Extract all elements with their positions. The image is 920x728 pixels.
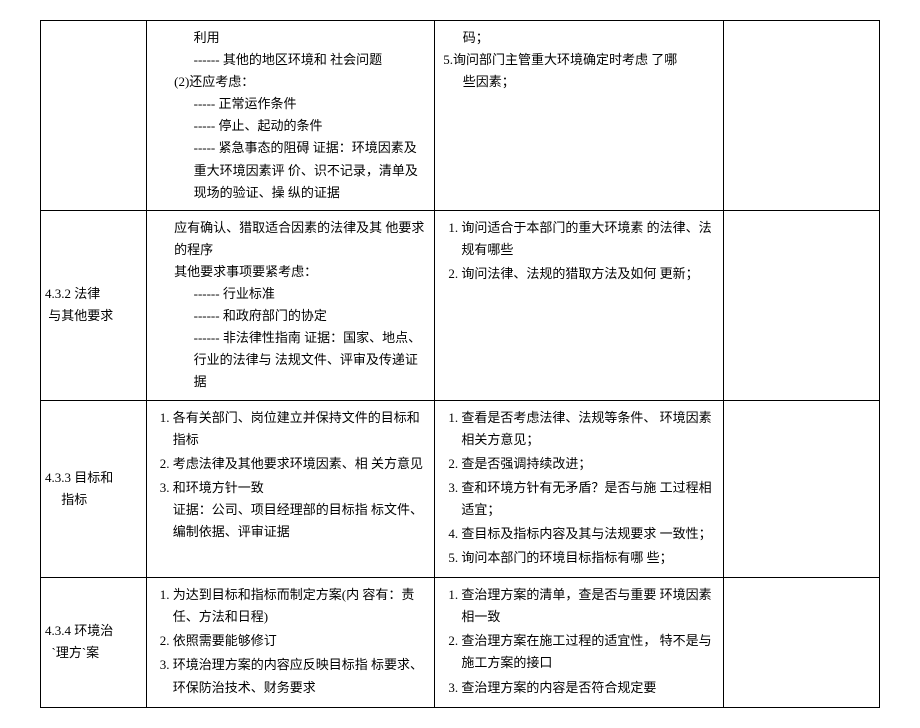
cell-note bbox=[723, 21, 879, 211]
cell-note bbox=[723, 400, 879, 578]
cell-check: 查看是否考虑法律、法规等条件、 环境因素相关方意见；查是否强调持续改进；查和环境… bbox=[435, 400, 724, 578]
table-row: 4.3.3 目标和 指标 各有关部门、岗位建立并保持文件的目标和指标考虑法律及其… bbox=[41, 400, 880, 578]
table-row: 4.3.2 法律 与其他要求 应有确认、猎取适合因素的法律及其 他要求的程序其他… bbox=[41, 210, 880, 400]
cell-content: 各有关部门、岗位建立并保持文件的目标和指标考虑法律及其他要求环境因素、相 关方意… bbox=[146, 400, 435, 578]
cell-check: 查治理方案的清单，查是否与重要 环境因素相一致查治理方案在施工过程的适宜性， 特… bbox=[435, 578, 724, 707]
table-body: 利用------ 其他的地区环境和 社会问题(2)还应考虑：----- 正常运作… bbox=[41, 21, 880, 708]
cell-note bbox=[723, 210, 879, 400]
cell-content: 利用------ 其他的地区环境和 社会问题(2)还应考虑：----- 正常运作… bbox=[146, 21, 435, 211]
cell-content: 应有确认、猎取适合因素的法律及其 他要求的程序其他要求事项要紧考虑：------… bbox=[146, 210, 435, 400]
cell-content: 为达到目标和指标而制定方案(内 容有：责任、方法和日程)依照需要能够修订环境治理… bbox=[146, 578, 435, 707]
table-row: 利用------ 其他的地区环境和 社会问题(2)还应考虑：----- 正常运作… bbox=[41, 21, 880, 211]
requirements-table: 利用------ 其他的地区环境和 社会问题(2)还应考虑：----- 正常运作… bbox=[40, 20, 880, 708]
cell-note bbox=[723, 578, 879, 707]
cell-id: 4.3.2 法律 与其他要求 bbox=[41, 210, 147, 400]
cell-check: 码；5.询问部门主管重大环境确定时考虑 了哪些因素； bbox=[435, 21, 724, 211]
cell-check: 询问适合于本部门的重大环境素 的法律、法规有哪些询问法律、法规的猎取方法及如何 … bbox=[435, 210, 724, 400]
cell-id: 4.3.4 环境治 `理方`案 bbox=[41, 578, 147, 707]
cell-id bbox=[41, 21, 147, 211]
cell-id: 4.3.3 目标和 指标 bbox=[41, 400, 147, 578]
table-row: 4.3.4 环境治 `理方`案 为达到目标和指标而制定方案(内 容有：责任、方法… bbox=[41, 578, 880, 707]
